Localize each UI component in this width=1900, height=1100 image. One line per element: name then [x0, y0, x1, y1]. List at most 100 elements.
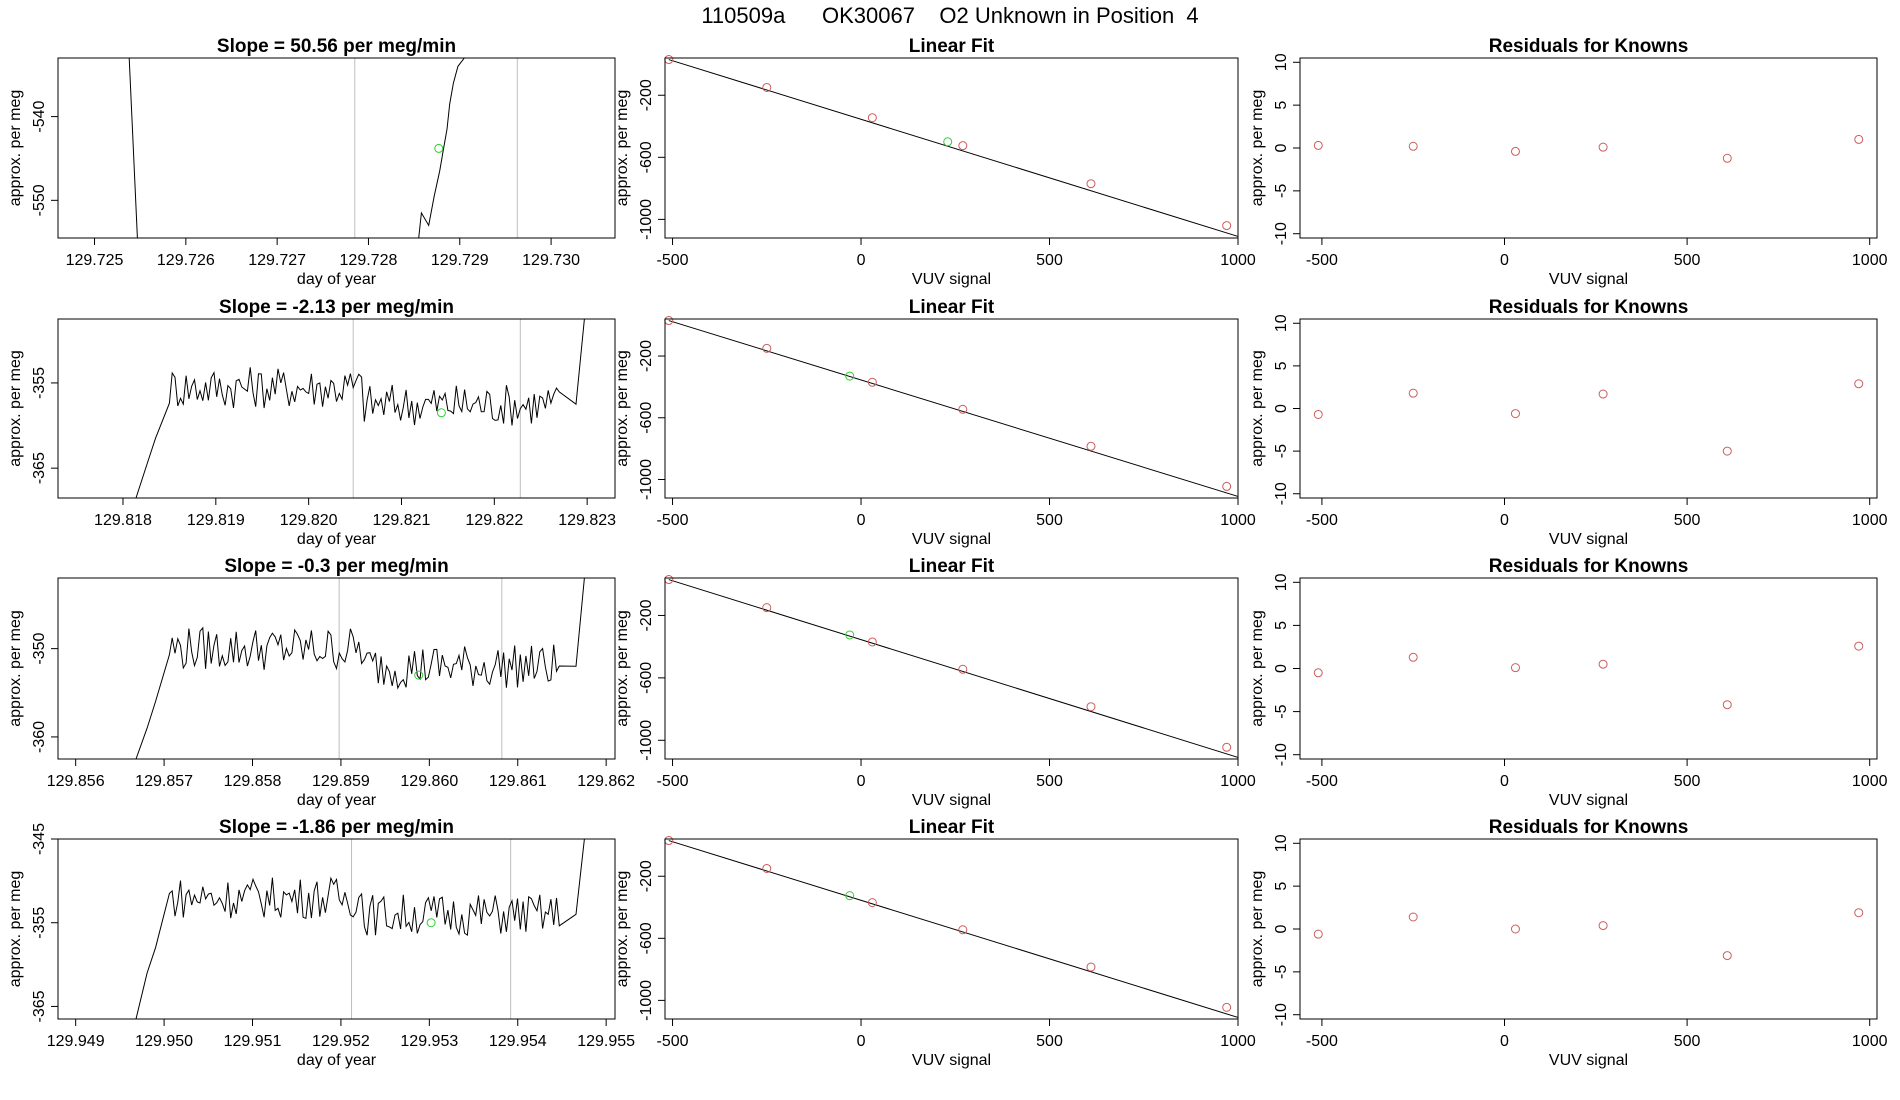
fit1-xtick-label: 1000	[1220, 512, 1256, 529]
res0-residual-point	[1722, 153, 1732, 163]
res2-residual-point	[1722, 700, 1732, 710]
fit0-known-point	[958, 141, 968, 151]
ts0-xtick-label: 129.725	[66, 252, 124, 269]
res3-ytick-label: 10	[1273, 834, 1290, 852]
ts3-title: Slope = -1.86 per meg/min	[219, 817, 454, 838]
ts2-xtick-label: 129.861	[489, 773, 547, 790]
ts2-xtick-label: 129.858	[224, 773, 282, 790]
ts0-ytick-label: -550	[31, 184, 48, 216]
fit1-title: Linear Fit	[909, 297, 995, 318]
ts2-title: Slope = -0.3 per meg/min	[224, 556, 448, 577]
ts1-xtick-label: 129.820	[280, 512, 338, 529]
figure-title: 110509a OK30067 O2 Unknown in Position 4	[701, 3, 1199, 28]
fit3-known-point	[762, 863, 772, 873]
fit1-xtick-label: 500	[1036, 512, 1063, 529]
res2-xtick-label: -500	[1306, 773, 1338, 790]
ts0-xtick-label: 129.730	[522, 252, 580, 269]
ts1-xtick-label: 129.822	[465, 512, 523, 529]
res1-residual-point	[1313, 409, 1323, 419]
res2-residual-point	[1313, 668, 1323, 678]
res0-ytick-label: -10	[1273, 222, 1290, 245]
res2-xtick-label: 500	[1674, 773, 1701, 790]
fit0-title: Linear Fit	[909, 36, 995, 57]
ts0-ytick-label: -540	[31, 100, 48, 132]
ts2-xtick-label: 129.862	[577, 773, 635, 790]
ts0-xtick-label: 129.727	[248, 252, 306, 269]
res3-ytick-label: 0	[1273, 924, 1290, 933]
res0-ytick-label: 5	[1273, 101, 1290, 110]
fit2-title: Linear Fit	[909, 556, 995, 577]
ts0-series-line	[418, 58, 465, 238]
fit1-xtick-label: -500	[657, 512, 689, 529]
fit1-regression-line	[668, 320, 1239, 497]
fit2-known-point	[1222, 742, 1232, 752]
ts3-unknown-point	[426, 918, 436, 928]
res3-xtick-label: 1000	[1852, 1033, 1888, 1050]
fit0-known-point	[1222, 221, 1232, 231]
res2-residual-point	[1598, 659, 1608, 669]
res3-ylabel: approx. per meg	[1249, 871, 1266, 988]
ts1-xtick-label: 129.818	[94, 512, 152, 529]
fit2-xtick-label: 0	[857, 773, 866, 790]
ts0-xtick-label: 129.726	[157, 252, 215, 269]
fit1-known-point	[1086, 441, 1096, 451]
ts3-xtick-label: 129.950	[135, 1033, 193, 1050]
ts1-xtick-label: 129.819	[187, 512, 245, 529]
res3-xtick-label: 500	[1674, 1033, 1701, 1050]
fit3-xtick-label: -500	[657, 1033, 689, 1050]
fit1-unknown-point	[845, 371, 855, 381]
fit3-known-point	[958, 925, 968, 935]
ts1-ylabel: approx. per meg	[7, 350, 24, 467]
res1-xtick-label: 1000	[1852, 512, 1888, 529]
ts3-xtick-label: 129.953	[400, 1033, 458, 1050]
res3-title: Residuals for Knowns	[1489, 817, 1689, 838]
res2-xtick-label: 1000	[1852, 773, 1888, 790]
ts0-unknown-point	[434, 143, 444, 153]
fit2-ytick-label: -200	[638, 599, 655, 631]
res0-xtick-label: 500	[1674, 252, 1701, 269]
ts2-xtick-label: 129.860	[400, 773, 458, 790]
fit1-known-point	[762, 343, 772, 353]
res1-residual-point	[1598, 389, 1608, 399]
fit1-known-point	[958, 404, 968, 414]
res3-residual-point	[1722, 951, 1732, 961]
fit0-known-point	[1086, 179, 1096, 189]
res3-xtick-label: 0	[1500, 1033, 1509, 1050]
res0-ytick-label: 10	[1273, 53, 1290, 71]
ts0-ylabel: approx. per meg	[7, 90, 24, 207]
fit3-regression-line	[668, 840, 1239, 1018]
fit1-xlabel: VUV signal	[912, 531, 991, 548]
ts0-xtick-label: 129.728	[340, 252, 398, 269]
res0-xtick-label: 1000	[1852, 252, 1888, 269]
res1-ytick-label: 10	[1273, 314, 1290, 332]
fit2-ylabel: approx. per meg	[614, 610, 631, 727]
fit3-known-point	[1222, 1002, 1232, 1012]
fit2-xlabel: VUV signal	[912, 792, 991, 809]
fit0-xtick-label: -500	[657, 252, 689, 269]
res2-frame	[1299, 577, 1878, 760]
fit2-known-point	[867, 637, 877, 647]
res3-residual-point	[1598, 921, 1608, 931]
res2-ytick-label: 5	[1273, 621, 1290, 630]
fit3-known-point	[867, 898, 877, 908]
ts3-series-line	[135, 839, 585, 1019]
fit3-xlabel: VUV signal	[912, 1052, 991, 1069]
fit2-known-point	[958, 664, 968, 674]
ts0-xtick-label: 129.729	[431, 252, 489, 269]
fit2-known-point	[762, 603, 772, 613]
res0-residual-point	[1313, 140, 1323, 150]
fit2-ytick-label: -1000	[638, 720, 655, 761]
fit3-ytick-label: -600	[638, 922, 655, 954]
fit1-known-point	[1222, 481, 1232, 491]
fit3-xtick-label: 0	[857, 1033, 866, 1050]
ts3-xtick-label: 129.954	[489, 1033, 547, 1050]
res1-residual-point	[1510, 409, 1520, 419]
fit1-known-point	[867, 377, 877, 387]
ts2-ytick-label: -350	[31, 633, 48, 665]
ts1-ytick-label: -355	[31, 367, 48, 399]
res0-xtick-label: -500	[1306, 252, 1338, 269]
ts3-ylabel: approx. per meg	[7, 871, 24, 988]
res0-residual-point	[1510, 146, 1520, 156]
